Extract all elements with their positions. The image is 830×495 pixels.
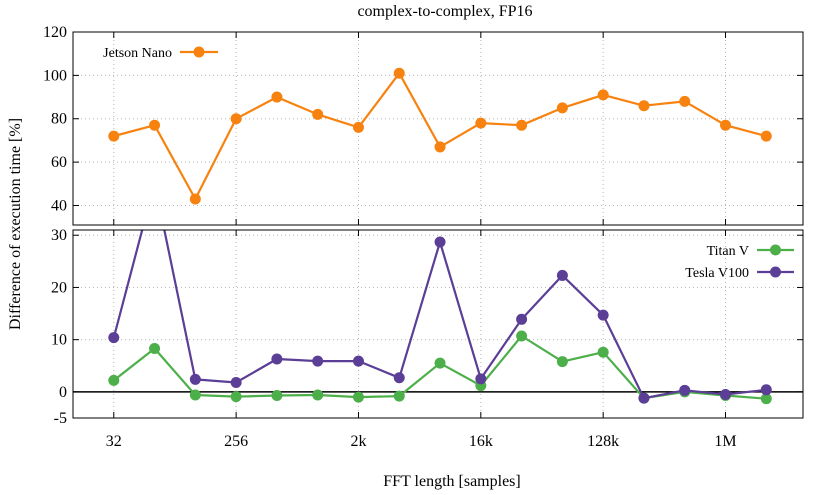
legend-swatch-marker: [770, 244, 781, 256]
data-point: [189, 193, 201, 205]
legend-swatch-marker: [770, 266, 781, 278]
data-point: [556, 269, 568, 281]
data-point: [271, 353, 283, 365]
legend-swatch-marker: [193, 46, 205, 58]
data-point: [760, 130, 772, 142]
chart-title: complex-to-complex, FP16: [357, 3, 532, 20]
x-axis-ticks: 32 256 2k 16k 128k 1M: [106, 433, 737, 450]
x-tick-label: 2k: [350, 433, 366, 450]
y-axis-label: Difference of execution time [%]: [7, 118, 24, 330]
data-point: [352, 121, 364, 133]
y-tick-label: 60: [51, 154, 67, 171]
data-point: [312, 108, 324, 120]
legend-label: Tesla V100: [685, 266, 749, 281]
x-tick-label: 16k: [469, 433, 493, 450]
data-point: [475, 373, 487, 385]
data-point: [312, 389, 324, 401]
data-point: [597, 346, 609, 358]
legend-label: Titan V: [707, 244, 749, 259]
data-point: [352, 391, 364, 403]
data-point: [393, 372, 405, 384]
data-point: [720, 119, 732, 131]
y-tick-label: 120: [43, 24, 67, 41]
data-point: [516, 330, 528, 342]
y-tick-label: 100: [43, 67, 67, 84]
data-point: [556, 356, 568, 368]
plot-frame: [72, 229, 804, 419]
data-point: [393, 67, 405, 79]
data-point: [189, 373, 201, 385]
data-point: [760, 393, 772, 405]
legend: Titan V Tesla V100: [685, 244, 794, 281]
data-point: [230, 391, 242, 403]
legend: Jetson Nano: [103, 46, 218, 61]
plot-frame: [72, 31, 804, 226]
data-point: [230, 113, 242, 125]
y-tick-label: 0: [59, 384, 67, 401]
data-point: [516, 313, 528, 325]
data-point: [597, 89, 609, 101]
series-line-jetson-nano: [113, 72, 767, 201]
data-point: [271, 91, 283, 103]
data-point: [475, 117, 487, 129]
y-tick-label: 80: [51, 111, 67, 128]
data-point: [271, 390, 283, 402]
data-point: [149, 343, 161, 355]
data-point: [597, 309, 609, 321]
x-tick-label: 32: [106, 433, 122, 450]
data-point: [638, 100, 650, 112]
data-point: [434, 357, 446, 369]
data-point: [312, 355, 324, 367]
legend-label: Jetson Nano: [103, 46, 172, 61]
data-point: [556, 102, 568, 114]
data-point: [679, 384, 691, 396]
data-point: [149, 178, 160, 189]
panel-titan-tesla: -5 0 10 20 30 Titan V Tesla V100: [51, 178, 804, 427]
x-tick-label: 256: [224, 433, 248, 450]
data-point: [393, 390, 405, 402]
data-point: [352, 355, 364, 367]
data-point: [108, 374, 120, 386]
y-tick-label: 30: [51, 227, 67, 244]
y-tick-label: -5: [54, 410, 67, 427]
data-point: [434, 236, 446, 248]
x-tick-label: 1M: [714, 433, 736, 450]
panel-jetson-nano: 40 60 80 100 120 Jetson Nano: [43, 24, 804, 226]
data-point: [720, 389, 732, 400]
data-point: [434, 141, 446, 153]
data-point: [149, 119, 161, 131]
x-axis-label: FFT length [samples]: [383, 473, 520, 490]
data-point: [516, 119, 528, 131]
background-grid-top: [73, 32, 803, 225]
data-point: [760, 384, 772, 396]
data-point: [108, 332, 120, 344]
x-tick-label: 128k: [587, 433, 619, 450]
y-tick-label: 10: [51, 332, 67, 349]
data-point: [108, 130, 120, 142]
background-grid-bottom: [73, 230, 803, 418]
data-point: [230, 376, 242, 388]
data-point: [638, 392, 650, 404]
data-point: [189, 389, 201, 401]
y-tick-label: 40: [51, 197, 67, 214]
y-tick-label: 20: [51, 279, 67, 296]
data-point: [679, 95, 691, 107]
